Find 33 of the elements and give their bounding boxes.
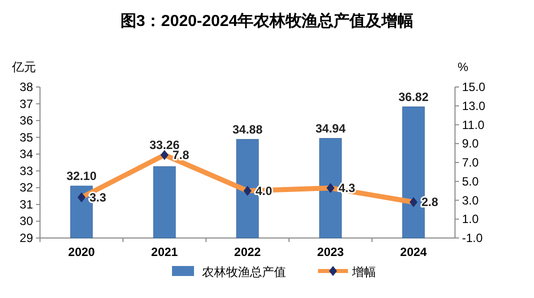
y2-tick-label: 7.0 [462, 156, 480, 170]
y-tick-label: 37 [20, 96, 34, 111]
y2-tick-label: 15.0 [462, 80, 486, 94]
y-tick-label: 38 [20, 80, 34, 94]
legend-label: 增幅 [351, 265, 376, 279]
x-tick-label: 2022 [234, 245, 262, 259]
y-tick-label: 33 [20, 164, 34, 178]
y-tick-label: 31 [20, 197, 34, 212]
y2-tick-label: 5.0 [462, 174, 480, 188]
y-axis-title: 亿元 [11, 60, 36, 74]
x-tick-label: 2020 [68, 245, 96, 259]
y2-tick-label: -1.0 [462, 231, 484, 245]
data-label: 32.10 [66, 168, 97, 183]
y-tick-label: 29 [20, 231, 34, 245]
y-tick-label: 32 [20, 180, 34, 195]
y-tick-label: 36 [20, 114, 34, 128]
y2-tick-label: 9.0 [462, 136, 480, 151]
y2-axis-title: % [458, 60, 469, 74]
x-tick-label: 2024 [400, 245, 428, 259]
legend-label: 农林牧渔总产值 [202, 265, 286, 279]
x-tick-label: 2023 [317, 245, 344, 259]
chart-title: 图3：2020-2024年农林牧渔总产值及增幅 [120, 12, 414, 30]
data-label: 34.94 [315, 121, 346, 136]
y2-tick-label: 3.0 [462, 193, 480, 208]
data-label: 36.82 [398, 90, 429, 104]
data-label: 34.88 [232, 122, 263, 136]
y-tick-label: 34 [20, 147, 34, 162]
y-tick-label: 30 [20, 214, 34, 228]
y-tick-label: 35 [20, 130, 34, 144]
y2-tick-label: 1.0 [462, 212, 480, 226]
y2-tick-label: 13.0 [462, 98, 486, 113]
y2-tick-label: 11.0 [462, 118, 485, 132]
x-tick-label: 2021 [151, 245, 178, 259]
